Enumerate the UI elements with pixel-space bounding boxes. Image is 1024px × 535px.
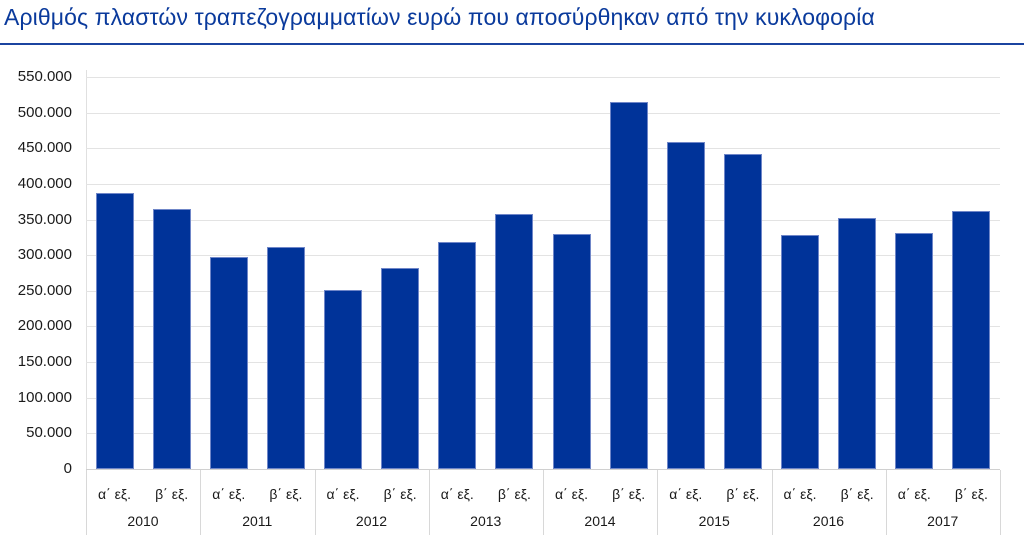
year-separator xyxy=(543,470,544,535)
half-year-label: β΄ εξ. xyxy=(726,486,760,502)
half-year-label: β΄ εξ. xyxy=(840,486,874,502)
year-separator xyxy=(885,470,887,535)
bar xyxy=(723,153,762,469)
gridline xyxy=(86,219,1000,221)
bar xyxy=(609,101,648,469)
bar xyxy=(552,233,591,469)
gridline xyxy=(86,326,1000,328)
year-separator xyxy=(200,470,202,535)
bar xyxy=(666,141,705,469)
bar xyxy=(495,213,534,469)
half-year-label: α΄ εξ. xyxy=(669,486,703,502)
y-tick-label: 100.000 xyxy=(17,388,72,406)
gridline xyxy=(86,290,1000,292)
y-tick-label: 250.000 xyxy=(17,281,72,299)
bar xyxy=(209,257,248,469)
bar xyxy=(324,290,363,469)
gridline xyxy=(86,112,1000,114)
year-label: 2017 xyxy=(927,513,959,529)
bar xyxy=(781,235,820,469)
gridline xyxy=(86,148,1000,150)
gridline xyxy=(86,433,1000,435)
year-label: 2015 xyxy=(698,513,730,529)
x-axis: α΄ εξ. β΄ εξ. 2010 α΄ εξ. β΄ εξ. 2011 α΄ εξ. β΄… xyxy=(86,469,1001,535)
year-label: 2011 xyxy=(242,513,273,529)
year-separator xyxy=(657,470,659,535)
y-axis-line xyxy=(86,70,87,470)
y-tick-label: 550.000 xyxy=(17,68,72,85)
y-tick-label: 400.000 xyxy=(17,174,72,192)
bar xyxy=(952,211,991,469)
half-year-label: α΄ εξ. xyxy=(212,486,246,502)
half-year-label: β΄ εξ. xyxy=(383,486,417,502)
half-year-label: β΄ εξ. xyxy=(954,486,988,502)
year-label: 2016 xyxy=(812,513,845,529)
year-label: 2010 xyxy=(127,513,159,529)
y-tick-label: 0 xyxy=(63,460,72,477)
y-tick-label: 50.000 xyxy=(26,424,72,442)
half-year-label: α΄ εξ. xyxy=(97,486,132,502)
y-tick-label: 300.000 xyxy=(17,246,72,264)
gridline xyxy=(86,362,1000,364)
half-year-label: α΄ εξ. xyxy=(326,486,360,502)
y-tick-label: 200.000 xyxy=(17,317,72,335)
y-tick-label: 450.000 xyxy=(17,139,72,157)
bar xyxy=(381,268,420,469)
bar xyxy=(152,208,191,469)
year-separator xyxy=(86,470,87,535)
half-year-label: α΄ εξ. xyxy=(897,486,931,502)
half-year-label: β΄ εξ. xyxy=(612,486,646,502)
year-label: 2013 xyxy=(470,513,502,529)
chart-title: Αριθμός πλαστών τραπεζογραμματίων ευρώ π… xyxy=(4,4,875,30)
half-year-label: α΄ εξ. xyxy=(783,486,817,502)
y-tick-label: 350.000 xyxy=(17,210,72,228)
bar xyxy=(895,233,934,469)
bar xyxy=(838,218,877,469)
bar xyxy=(266,247,305,469)
plot-area xyxy=(86,77,1000,470)
bar xyxy=(438,242,477,469)
half-year-label: β΄ εξ. xyxy=(155,486,189,502)
bar xyxy=(95,193,134,469)
year-label: 2012 xyxy=(355,513,388,529)
year-separator xyxy=(314,470,316,535)
year-separator xyxy=(771,470,773,535)
half-year-label: β΄ εξ. xyxy=(269,486,303,502)
gridline xyxy=(86,255,1000,257)
y-tick-label: 150.000 xyxy=(17,353,72,371)
year-separator xyxy=(428,470,430,535)
year-separator xyxy=(1000,470,1001,535)
half-year-label: β΄ εξ. xyxy=(497,486,531,502)
gridline xyxy=(86,183,1000,185)
half-year-label: α΄ εξ. xyxy=(554,486,589,502)
gridline xyxy=(86,397,1000,399)
half-year-label: α΄ εξ. xyxy=(440,486,474,502)
year-label: 2014 xyxy=(584,513,616,529)
y-tick-label: 500.000 xyxy=(17,103,72,121)
gridline xyxy=(86,77,1000,78)
title-underline xyxy=(0,43,1024,45)
